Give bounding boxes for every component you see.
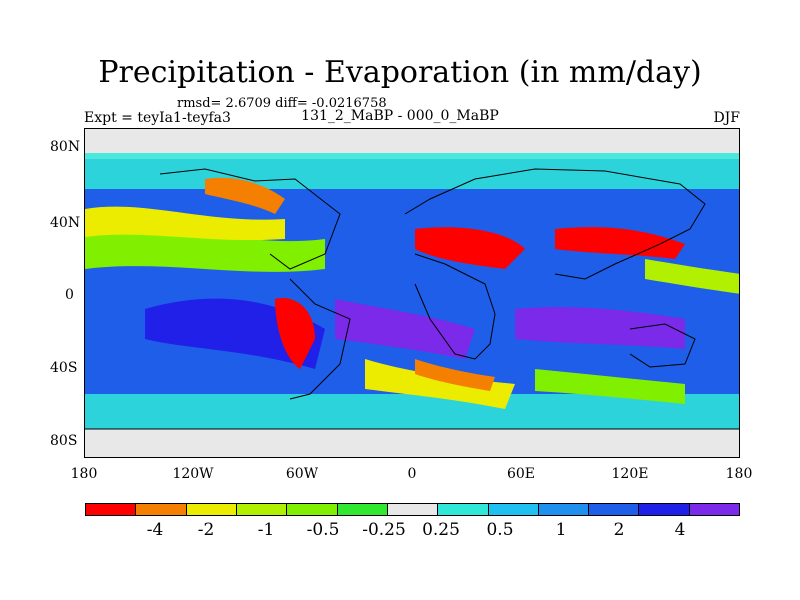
map-canvas bbox=[85, 129, 739, 457]
field-region bbox=[85, 226, 325, 272]
colorbar-box bbox=[488, 504, 539, 515]
lat-label: 80S bbox=[50, 433, 78, 449]
coastline bbox=[289, 278, 351, 400]
colorbar-box bbox=[438, 504, 489, 515]
colorbar-label: 1 bbox=[555, 520, 567, 540]
lon-label: 60E bbox=[506, 466, 536, 482]
field-region bbox=[205, 177, 285, 214]
colorbar-label: -1 bbox=[257, 520, 275, 540]
colorbar-box bbox=[337, 504, 388, 515]
colorbar-box bbox=[639, 504, 690, 515]
field-region bbox=[535, 369, 685, 404]
coastline bbox=[414, 253, 496, 360]
lat-label: 40N bbox=[50, 215, 81, 231]
lon-label: 180 bbox=[70, 466, 98, 482]
colorbar-label: 0.5 bbox=[486, 520, 514, 540]
colorbar-box bbox=[136, 504, 187, 515]
lat-label: 40S bbox=[50, 360, 78, 376]
lat-label: 0 bbox=[65, 287, 74, 303]
lon-label: 120W bbox=[172, 466, 214, 482]
field-region bbox=[415, 227, 525, 269]
polar-band bbox=[85, 429, 739, 457]
colorbar-label: -0.25 bbox=[362, 520, 406, 540]
coastline bbox=[404, 168, 706, 280]
season-label: DJF bbox=[713, 110, 740, 126]
experiment-label: Expt = teyIa1-teyfa3 bbox=[84, 110, 231, 126]
field-region bbox=[85, 394, 739, 429]
stats-label: rmsd= 2.6709 diff= -0.0216758 bbox=[177, 96, 387, 111]
field-region bbox=[515, 307, 685, 349]
field-region bbox=[275, 298, 315, 369]
lon-label: 0 bbox=[407, 466, 417, 482]
plot-title: Precipitation - Evaporation (in mm/day) bbox=[98, 55, 702, 90]
colorbar-label: 4 bbox=[674, 520, 686, 540]
colorbar-box bbox=[589, 504, 640, 515]
colorbar-label: -0.5 bbox=[306, 520, 340, 540]
colorbar-label: -2 bbox=[197, 520, 215, 540]
colorbar-box bbox=[689, 504, 740, 515]
lat-label: 80N bbox=[50, 139, 81, 155]
field-region bbox=[85, 153, 739, 189]
lon-label: 120E bbox=[611, 466, 649, 482]
colorbar-box bbox=[387, 504, 439, 515]
colorbar-box bbox=[186, 504, 237, 515]
field-region bbox=[555, 227, 685, 259]
field-region bbox=[85, 206, 285, 241]
colorbar-box bbox=[287, 504, 338, 515]
coastline bbox=[629, 323, 696, 368]
field-region bbox=[645, 259, 739, 294]
lon-label: 60W bbox=[285, 466, 319, 482]
field-region bbox=[335, 299, 475, 359]
colorbar-label: 2 bbox=[613, 520, 625, 540]
colorbar-box bbox=[236, 504, 288, 515]
colorbar-box bbox=[86, 504, 137, 515]
field-region bbox=[365, 359, 515, 409]
lon-label: 180 bbox=[725, 466, 753, 482]
coastline bbox=[159, 168, 341, 270]
map-plot bbox=[84, 128, 740, 458]
colorbar bbox=[85, 503, 740, 516]
period-label: 131_2_MaBP - 000_0_MaBP bbox=[301, 108, 499, 124]
colorbar-label: -4 bbox=[146, 520, 164, 540]
colorbar-label: 0.25 bbox=[422, 520, 460, 540]
field-region bbox=[415, 359, 495, 391]
colorbar-box bbox=[538, 504, 590, 515]
